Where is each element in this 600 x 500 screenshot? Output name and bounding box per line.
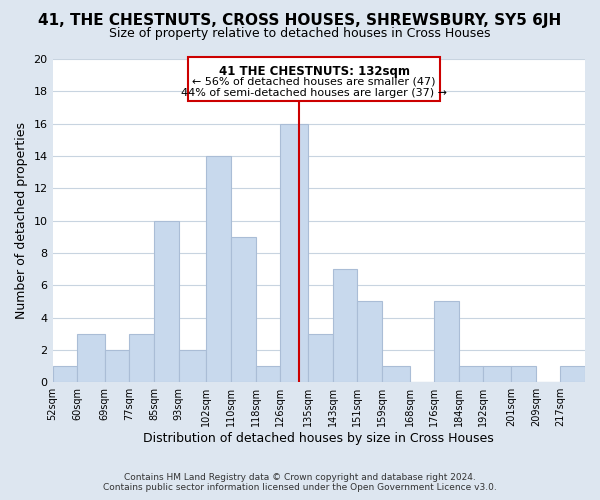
Bar (484, 366, 511, 382)
Bar (280, 124, 308, 382)
Bar (560, 366, 585, 382)
Bar (154, 220, 179, 382)
Bar (77, 334, 105, 382)
Bar (130, 334, 154, 382)
Bar (382, 366, 410, 382)
Bar (459, 366, 484, 382)
Text: ← 56% of detached houses are smaller (47): ← 56% of detached houses are smaller (47… (193, 76, 436, 86)
Bar (434, 302, 459, 382)
Text: Contains HM Land Registry data © Crown copyright and database right 2024.
Contai: Contains HM Land Registry data © Crown c… (103, 473, 497, 492)
FancyBboxPatch shape (188, 58, 440, 101)
Bar (357, 302, 382, 382)
Bar (231, 237, 256, 382)
X-axis label: Distribution of detached houses by size in Cross Houses: Distribution of detached houses by size … (143, 432, 494, 445)
Bar (179, 350, 206, 382)
Y-axis label: Number of detached properties: Number of detached properties (15, 122, 28, 319)
Bar (256, 366, 280, 382)
Bar (105, 350, 130, 382)
Bar (53, 366, 77, 382)
Bar (511, 366, 536, 382)
Text: Size of property relative to detached houses in Cross Houses: Size of property relative to detached ho… (109, 28, 491, 40)
Text: 41 THE CHESTNUTS: 132sqm: 41 THE CHESTNUTS: 132sqm (218, 64, 410, 78)
Bar (308, 334, 332, 382)
Text: 44% of semi-detached houses are larger (37) →: 44% of semi-detached houses are larger (… (181, 88, 447, 99)
Bar (206, 156, 231, 382)
Bar (332, 269, 357, 382)
Text: 41, THE CHESTNUTS, CROSS HOUSES, SHREWSBURY, SY5 6JH: 41, THE CHESTNUTS, CROSS HOUSES, SHREWSB… (38, 12, 562, 28)
